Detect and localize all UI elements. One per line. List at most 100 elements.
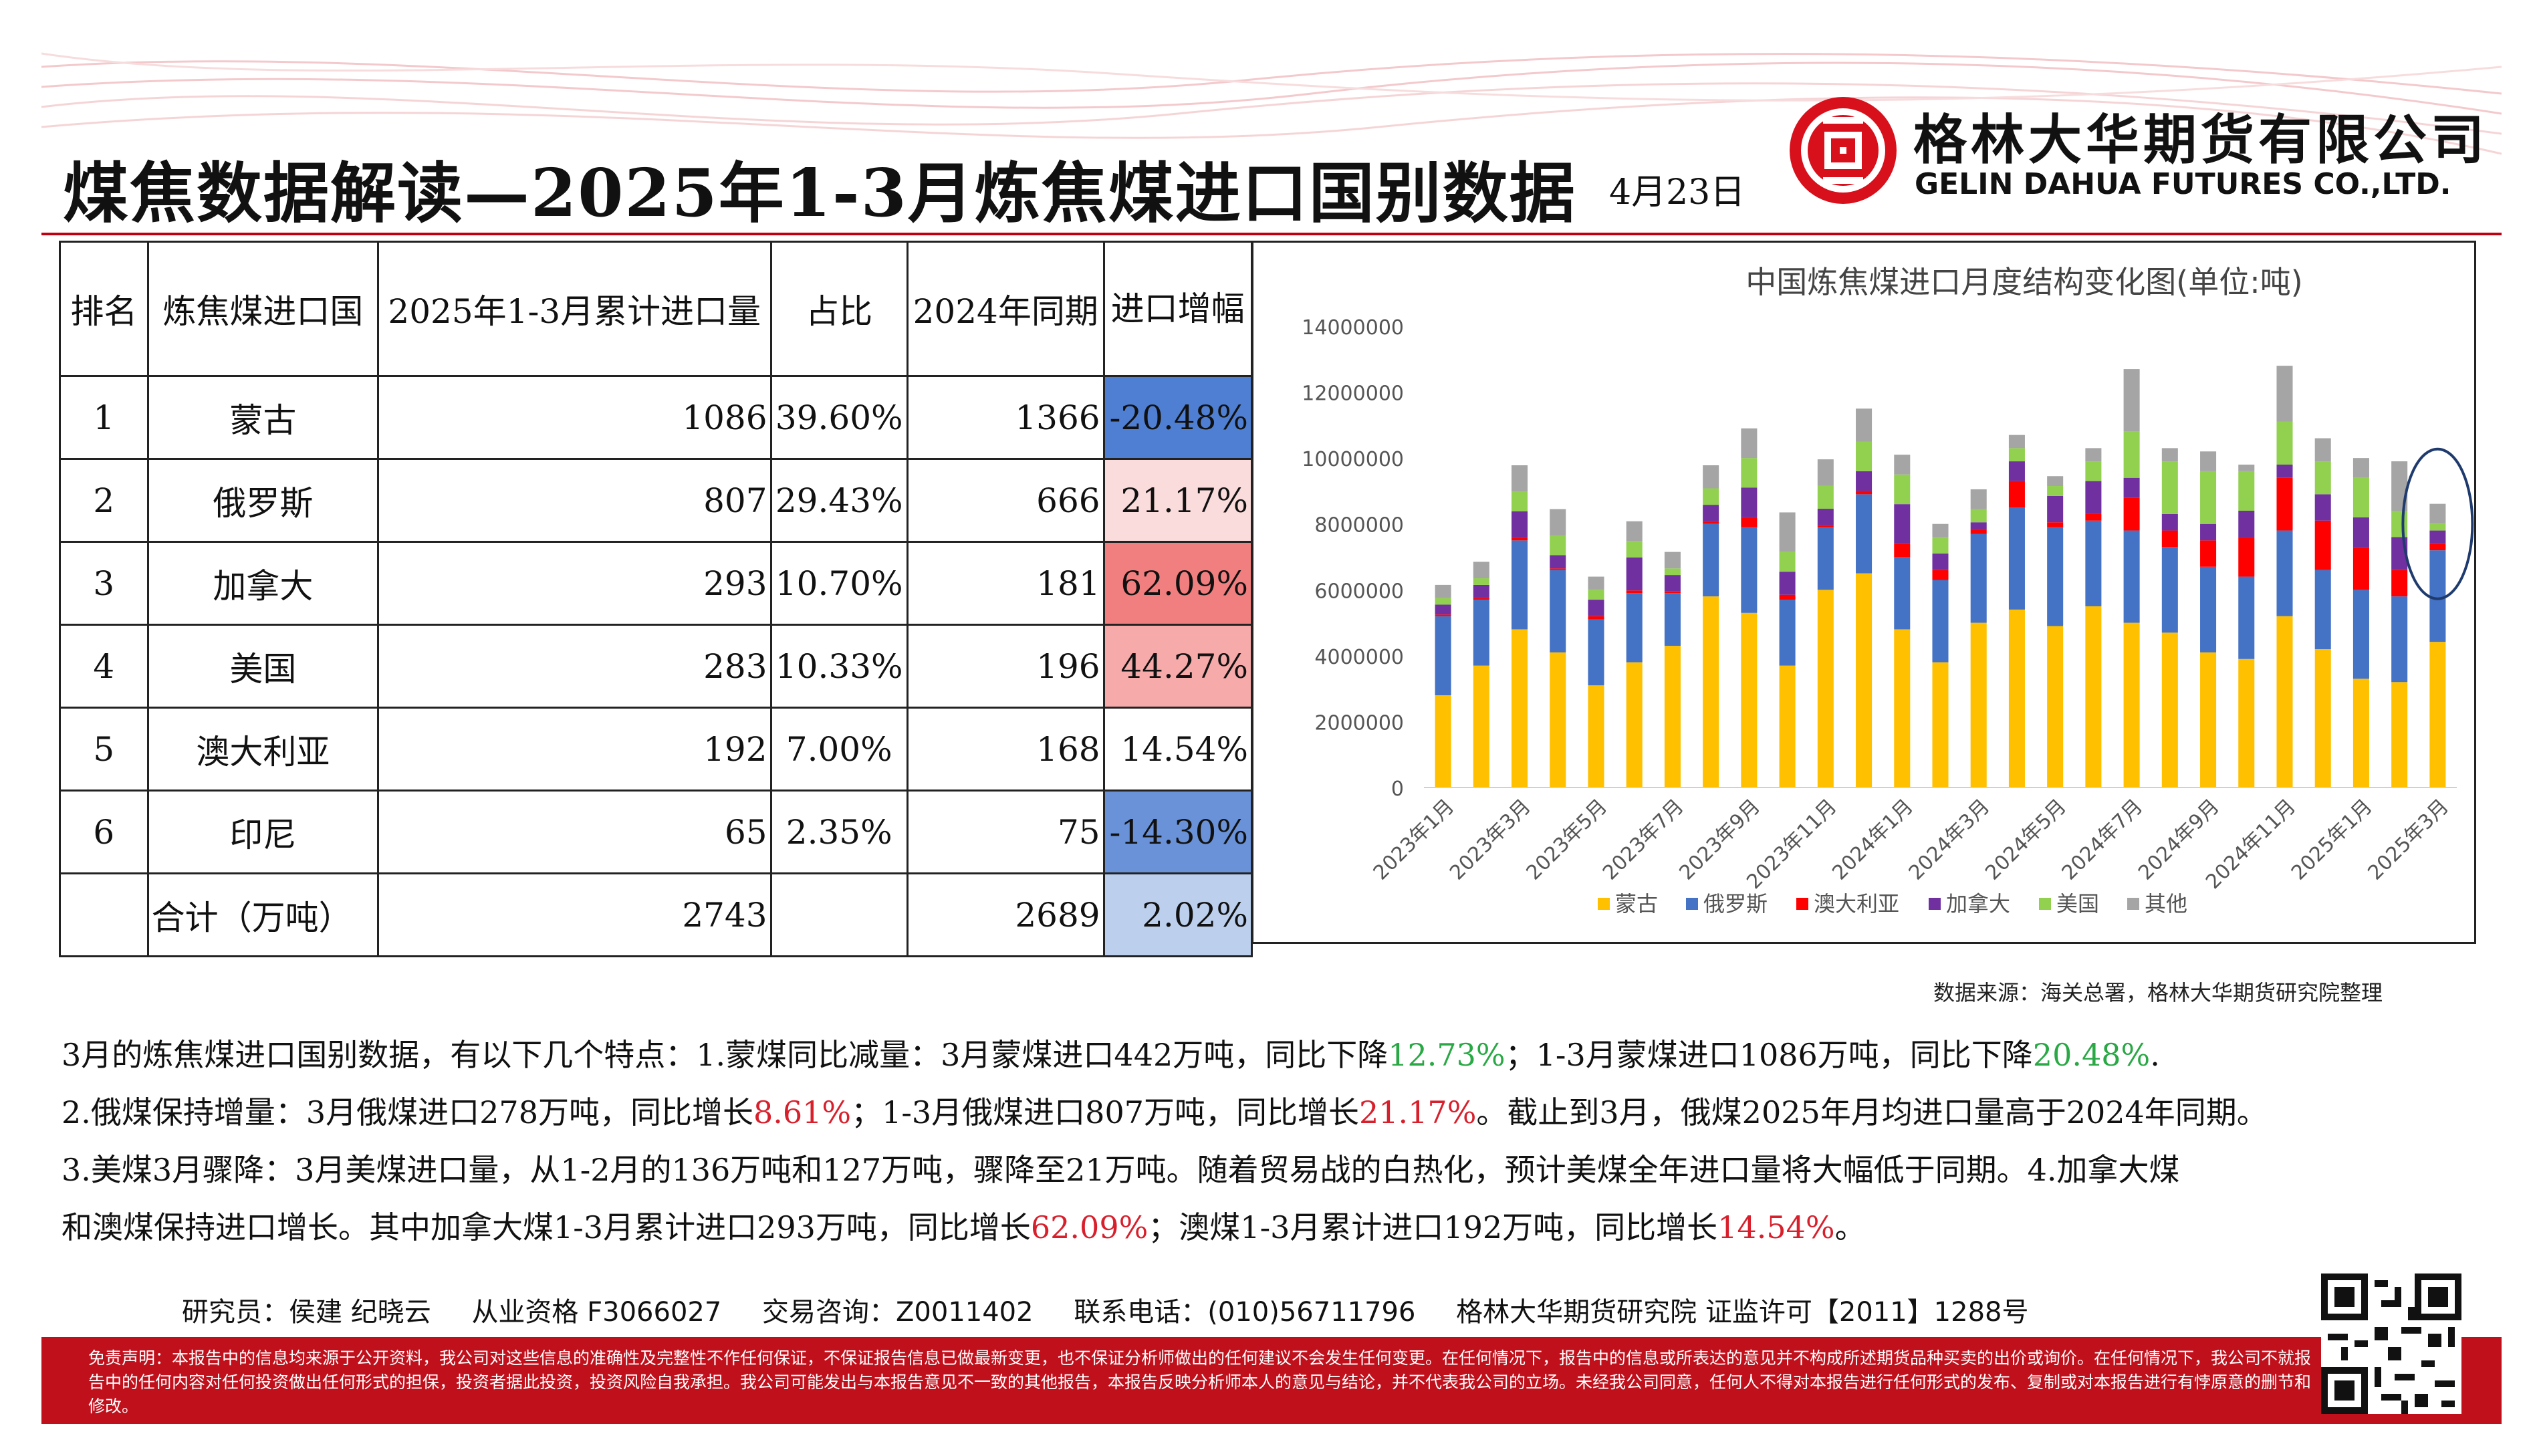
bar-segment bbox=[2200, 540, 2217, 567]
cell-total-growth: 2.02% bbox=[1102, 872, 1253, 957]
report-page: 煤焦数据解读—2025年1-3月炼焦煤进口国别数据 4月23日 格林大华期货有限… bbox=[41, 40, 2502, 1424]
bar-segment bbox=[1779, 552, 1796, 572]
cell-share: 29.43% bbox=[769, 458, 909, 543]
bar-segment bbox=[1588, 619, 1604, 686]
bar-segment bbox=[2047, 626, 2064, 787]
y-tick-label: 14000000 bbox=[1302, 316, 1404, 340]
bar-segment bbox=[1970, 533, 1987, 623]
stacked-bar-chart: 中国炼焦煤进口月度结构变化图(单位:吨) 0 2000000 4000000 60000… bbox=[1302, 264, 2474, 917]
text-segment: 和澳煤保持进口增长。其中加拿大煤1-3月累计进口293万吨，同比增长 bbox=[62, 1209, 1031, 1245]
bar-segment bbox=[2429, 530, 2446, 544]
bar-segment bbox=[2047, 527, 2064, 626]
bar-segment bbox=[2008, 481, 2025, 508]
bar-segment bbox=[2429, 543, 2446, 551]
cell-volume: 65 bbox=[377, 790, 772, 874]
bar-segment bbox=[1626, 590, 1643, 594]
bar-segment bbox=[2352, 477, 2369, 517]
bar-segment bbox=[2008, 507, 2025, 610]
x-tick-label: 2024年3月 bbox=[1905, 795, 1995, 885]
bar-segment bbox=[1703, 488, 1719, 505]
bar-segment bbox=[1741, 517, 1758, 527]
bar-segment bbox=[1512, 540, 1528, 630]
highlight-value: 12.73% bbox=[1388, 1037, 1505, 1073]
bar-segment bbox=[1435, 695, 1451, 787]
decorative-waves bbox=[41, 52, 2502, 155]
bar-segment bbox=[1473, 584, 1489, 598]
bar-segment bbox=[1435, 604, 1451, 615]
trade-consult: 交易咨询：Z0011402 bbox=[762, 1297, 1034, 1328]
cell-volume: 293 bbox=[377, 541, 772, 626]
bar-segment bbox=[1512, 537, 1528, 541]
bar-segment bbox=[2429, 642, 2446, 787]
bar-segment bbox=[1473, 598, 1489, 600]
bar-segment bbox=[1588, 590, 1604, 600]
bar-segment bbox=[1626, 557, 1643, 591]
text-segment: 2.俄煤保持增量：3月俄煤进口278万吨，同比增长 bbox=[62, 1094, 753, 1130]
legend-label: 其他 bbox=[2145, 891, 2187, 917]
bar-segment bbox=[2200, 523, 2217, 541]
x-tick-label: 2024年7月 bbox=[2058, 795, 2148, 885]
bar-segment bbox=[1970, 529, 1987, 534]
table-row: 6 印尼 65 2.35% 75 -14.30% bbox=[59, 790, 1253, 874]
highlight-value: 20.48% bbox=[2032, 1037, 2151, 1073]
bar-segment bbox=[1894, 504, 1911, 544]
bar-segment bbox=[2161, 461, 2178, 514]
bar-segment bbox=[1473, 578, 1489, 585]
cell-rank: 3 bbox=[59, 541, 149, 626]
table-header-row: 排名 炼焦煤进口国 2025年1-3月累计进口量 占比 2024年同期 进口增幅 bbox=[59, 241, 1253, 377]
bar-segment bbox=[1626, 521, 1643, 541]
bar-segment bbox=[1626, 593, 1643, 662]
bar-segment bbox=[1512, 491, 1528, 511]
bar-segment bbox=[2238, 511, 2255, 537]
bar-segment bbox=[1473, 562, 1489, 579]
legend-label: 澳大利亚 bbox=[1814, 891, 1899, 917]
legend-swatch bbox=[2039, 898, 2051, 910]
bar-segment bbox=[1550, 652, 1566, 787]
bar-segment bbox=[1741, 612, 1758, 787]
bar-segment bbox=[2238, 471, 2255, 511]
bar-segment bbox=[1664, 591, 1681, 594]
data-source: 数据来源：海关总署，格林大华期货研究院整理 bbox=[1933, 980, 2383, 1005]
cell-country: 澳大利亚 bbox=[146, 707, 380, 792]
bar-segment bbox=[2314, 520, 2331, 570]
bar-segment bbox=[2123, 530, 2140, 623]
text-segment: . bbox=[2150, 1037, 2160, 1073]
bar-segment bbox=[2276, 616, 2293, 787]
cell-prev: 1366 bbox=[906, 375, 1105, 460]
bar-segment bbox=[2200, 471, 2217, 524]
bar-segment bbox=[2200, 652, 2217, 787]
bar-segment bbox=[2161, 632, 2178, 787]
bar-segment bbox=[1588, 576, 1604, 590]
bar-segment bbox=[1779, 594, 1796, 600]
legend-swatch bbox=[1929, 898, 1941, 910]
cell-growth: -20.48% bbox=[1102, 375, 1253, 460]
bar-segment bbox=[2352, 590, 2369, 679]
bar-segment bbox=[1817, 590, 1834, 787]
legend-label: 美国 bbox=[2056, 891, 2099, 917]
y-tick-label: 0 bbox=[1391, 777, 1404, 801]
bar-segment bbox=[1703, 505, 1719, 521]
analysis-text: 3月的炼焦煤进口国别数据，有以下几个特点：1.蒙煤同比减量：3月蒙煤进口442万… bbox=[62, 1026, 2488, 1256]
bar-segment bbox=[1435, 614, 1451, 616]
bar-segment bbox=[2276, 366, 2293, 422]
bar-segment bbox=[1664, 575, 1681, 592]
bar-segment bbox=[1550, 568, 1566, 570]
company-name-en: GELIN DAHUA FUTURES CO.,LTD. bbox=[1915, 167, 2451, 201]
license: 从业资格 F3066027 bbox=[471, 1297, 722, 1328]
bar-segment bbox=[1970, 509, 1987, 523]
y-tick-label: 10000000 bbox=[1302, 448, 1404, 471]
bar-segment bbox=[2352, 458, 2369, 478]
cell-volume: 807 bbox=[377, 458, 772, 543]
bar-segment bbox=[2047, 522, 2064, 527]
x-tick-label: 2023年7月 bbox=[1598, 795, 1689, 885]
bar-segment bbox=[2429, 550, 2446, 642]
bar-segment bbox=[1817, 485, 1834, 509]
cell-country: 加拿大 bbox=[146, 541, 380, 626]
bar-segment bbox=[1932, 537, 1949, 554]
bar-segment bbox=[2391, 511, 2408, 537]
table-row: 4 美国 283 10.33% 196 44.27% bbox=[59, 624, 1253, 709]
bar-segment bbox=[1779, 512, 1796, 552]
analysis-line-1: 3月的炼焦煤进口国别数据，有以下几个特点：1.蒙煤同比减量：3月蒙煤进口442万… bbox=[62, 1026, 2488, 1084]
researcher: 研究员：侯建 纪晓云 bbox=[182, 1297, 431, 1328]
cell-total-prev: 2689 bbox=[906, 872, 1105, 957]
